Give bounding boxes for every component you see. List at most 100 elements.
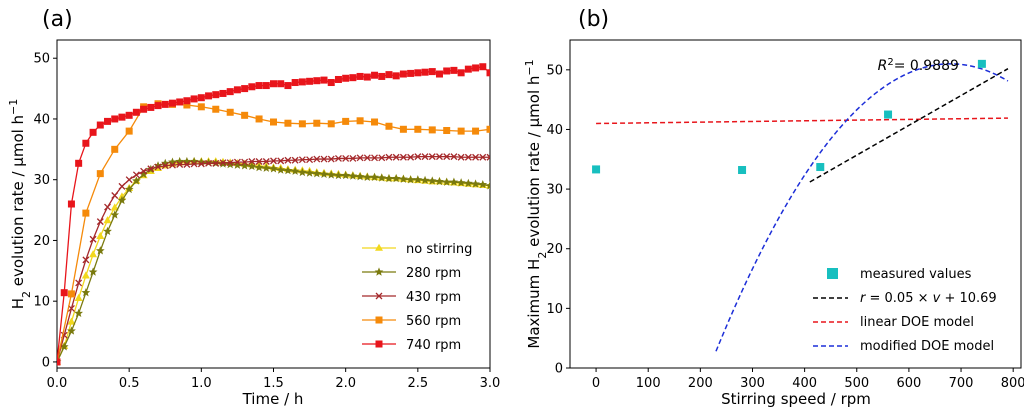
data-point-280-rpm [435, 176, 444, 186]
panel-b-y-tick-label: 40 [546, 123, 563, 138]
data-point-280-rpm [348, 171, 358, 180]
panel-a-y-tick-label: 10 [33, 295, 50, 310]
panel-a-x-tick-label: 3.0 [480, 376, 501, 391]
data-point-560-rpm [241, 111, 249, 119]
data-point-280-rpm [406, 175, 415, 184]
data-point-740-rpm [104, 117, 112, 125]
legend-label-no-stirring: no stirring [406, 242, 472, 257]
data-point-740-rpm [154, 102, 162, 110]
data-point-280-rpm [240, 161, 250, 170]
legend-marker-560-rpm [375, 316, 383, 324]
data-point-430-rpm [205, 159, 213, 167]
data-point-740-rpm [262, 82, 270, 90]
data-point-280-rpm [384, 173, 394, 183]
data-point-280-rpm [420, 175, 430, 185]
r-squared-annotation: R2= 0.9889 [878, 57, 959, 75]
data-point-430-rpm [436, 153, 443, 161]
panel-a-x-tick-label: 0.5 [119, 376, 140, 391]
data-point-740-rpm [205, 92, 213, 100]
data-point-280-rpm [103, 226, 112, 236]
data-point-280-rpm [297, 167, 307, 177]
data-point-740-rpm [277, 80, 285, 88]
data-point-430-rpm [479, 153, 487, 161]
data-point-740-rpm [190, 95, 198, 103]
data-point-430-rpm [82, 256, 90, 264]
data-point-280-rpm [67, 326, 76, 335]
panel-b-x-tick-label: 600 [896, 376, 921, 391]
data-point-740-rpm [313, 77, 321, 85]
data-point-740-rpm [176, 98, 184, 106]
legend-marker-740-rpm [375, 340, 383, 348]
data-point-430-rpm [125, 176, 133, 184]
data-point-430-rpm [356, 154, 364, 162]
panel-a-y-tick-label: 0 [42, 355, 50, 370]
series-line-280-rpm [57, 160, 490, 363]
data-point-430-rpm [334, 154, 342, 162]
data-point-280-rpm [370, 172, 379, 181]
data-point-280-rpm [355, 172, 365, 181]
fit-line [809, 68, 1009, 183]
data-point-no-stirring [89, 250, 98, 258]
data-point-740-rpm [407, 69, 415, 77]
panel-b-y-tick-label: 0 [555, 362, 563, 377]
legend-marker-430-rpm [375, 292, 383, 300]
data-point-740-rpm [392, 72, 400, 80]
data-point-740-rpm [183, 97, 191, 105]
data-point-740-rpm [60, 289, 68, 297]
legend-marker-measured-values [827, 268, 838, 279]
data-point-280-rpm [189, 156, 199, 166]
data-point-280-rpm [160, 158, 170, 168]
data-point-280-rpm [225, 159, 235, 169]
data-point-430-rpm [132, 171, 140, 179]
panel-a-x-ticks: 0.0 0.5 1.0 1.5 2.0 2.5 3.0 [47, 368, 501, 391]
legend-label-linear-doe-model: linear DOE model [860, 315, 974, 330]
panel-a-x-axis-title: Time / h [242, 390, 304, 408]
data-point-280-rpm [247, 161, 257, 171]
data-point-740-rpm [132, 108, 140, 116]
data-point-430-rpm [212, 159, 220, 167]
data-point-560-rpm [443, 127, 451, 135]
data-point-740-rpm [118, 113, 126, 121]
data-point-280-rpm [362, 172, 372, 181]
data-point-280-rpm [377, 173, 387, 182]
data-point-280-rpm [254, 162, 264, 172]
data-point-430-rpm [140, 167, 148, 175]
data-point-430-rpm [486, 153, 490, 161]
data-point-740-rpm [298, 78, 306, 86]
data-point-740-rpm [248, 83, 256, 91]
data-point-430-rpm [450, 153, 458, 161]
panel-b-x-tick-label: 300 [740, 376, 765, 391]
data-point-430-rpm [67, 305, 75, 312]
series-line-no-stirring [57, 160, 490, 363]
data-point-430-rpm [284, 156, 292, 164]
data-point-560-rpm [125, 127, 133, 135]
data-point-430-rpm [89, 235, 97, 243]
panel-a-x-tick-label: 1.5 [263, 376, 284, 391]
data-point-560-rpm [385, 122, 393, 130]
data-point-430-rpm [183, 161, 191, 168]
data-point-740-rpm [67, 200, 75, 208]
data-point-280-rpm [391, 173, 401, 183]
data-point-740-rpm [226, 88, 234, 96]
data-point-280-rpm [88, 267, 98, 276]
panel-b-frame [569, 39, 1022, 369]
data-point-430-rpm [457, 153, 465, 161]
data-point-280-rpm [81, 288, 91, 297]
data-point-no-stirring [74, 293, 83, 301]
data-point-560-rpm [457, 127, 465, 135]
data-point-430-rpm [443, 153, 451, 161]
data-point-560-rpm [342, 117, 350, 125]
legend-label-modified-doe-model: modified DOE model [860, 339, 994, 354]
data-point-740-rpm [270, 80, 277, 88]
data-point-740-rpm [147, 103, 155, 111]
panel-a-label: (a) [42, 7, 73, 32]
data-point-430-rpm [104, 203, 111, 211]
data-point-430-rpm [262, 158, 270, 165]
panel-a-y-tick-label: 30 [33, 173, 50, 188]
data-point-560-rpm [270, 118, 277, 126]
data-point-430-rpm [219, 159, 227, 167]
legend-label-740-rpm: 740 rpm [406, 338, 461, 353]
data-point-560-rpm [197, 103, 205, 111]
panel-b-label: (b) [578, 7, 609, 32]
